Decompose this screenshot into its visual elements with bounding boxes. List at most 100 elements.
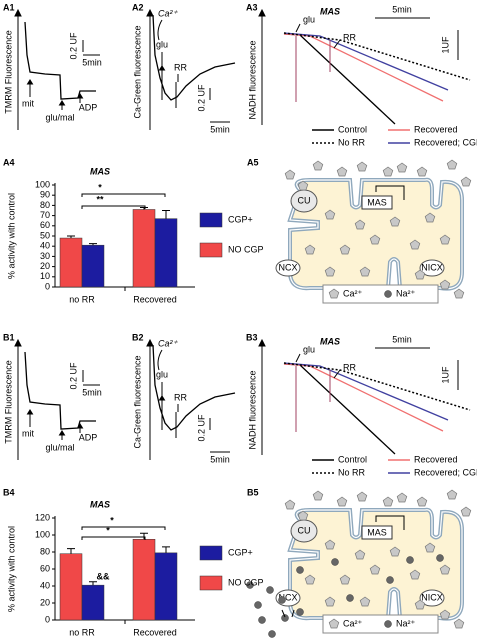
ca-ion bbox=[359, 266, 371, 277]
annotation: RR bbox=[343, 32, 356, 42]
mas-box bbox=[361, 525, 393, 540]
error-bar bbox=[89, 243, 97, 246]
annotation: glu bbox=[303, 14, 315, 24]
trace bbox=[283, 32, 449, 91]
na-ion bbox=[281, 614, 289, 622]
legend-label: Recovered bbox=[414, 124, 458, 134]
bar bbox=[59, 553, 83, 621]
annotation: * bbox=[110, 515, 114, 525]
legend-label: No RR bbox=[338, 137, 366, 147]
na-ion bbox=[246, 581, 254, 589]
significance-bracket bbox=[81, 193, 166, 197]
error-bar bbox=[140, 532, 148, 540]
y-tick-label: 100 bbox=[35, 179, 50, 189]
nicx-exchanger bbox=[419, 259, 445, 277]
panel-title: MAS bbox=[320, 336, 340, 346]
ca-ion bbox=[297, 510, 309, 521]
ca-ion bbox=[328, 618, 340, 629]
y-label: TMRM Fluorescence bbox=[3, 360, 13, 444]
na-ion bbox=[268, 630, 276, 638]
trace bbox=[283, 363, 444, 432]
na-ion bbox=[266, 586, 274, 594]
annotation: glu/mal bbox=[45, 442, 74, 452]
arrow bbox=[157, 349, 163, 371]
ca-ion bbox=[356, 161, 368, 172]
trace bbox=[283, 362, 449, 421]
annotation: * bbox=[98, 182, 102, 192]
trace bbox=[152, 14, 236, 101]
ca-ion bbox=[324, 539, 336, 550]
ca-ion bbox=[354, 549, 366, 560]
ca-ion bbox=[324, 596, 336, 607]
ncx-exchanger bbox=[275, 259, 301, 277]
annotation: mit bbox=[22, 98, 34, 108]
na-ion bbox=[384, 290, 392, 298]
ca-ion bbox=[439, 234, 451, 245]
annotation: glu/mal bbox=[45, 112, 74, 122]
trace bbox=[24, 351, 96, 430]
ca-ion bbox=[382, 496, 394, 507]
scale-label: 5min bbox=[82, 387, 102, 397]
annotation: RR bbox=[343, 362, 356, 372]
panel-label: A1 bbox=[3, 2, 15, 12]
na-ion bbox=[296, 608, 304, 616]
legend-label: NO CGP bbox=[228, 244, 264, 254]
annotation: glu bbox=[156, 369, 168, 379]
ca-ion bbox=[453, 618, 465, 629]
na-ion bbox=[346, 594, 354, 602]
bar bbox=[81, 244, 105, 288]
y-tick-label: 30 bbox=[40, 251, 50, 261]
chart-title: MAS bbox=[90, 166, 110, 176]
na-ion bbox=[278, 596, 286, 604]
diagram-label: NCX bbox=[278, 592, 297, 602]
arrow bbox=[333, 39, 341, 49]
na-ion bbox=[436, 554, 444, 562]
ca-ion bbox=[359, 596, 371, 607]
arrow-head bbox=[26, 409, 34, 415]
ca-ion bbox=[304, 574, 316, 585]
panel-label: A2 bbox=[132, 2, 144, 12]
bar bbox=[132, 539, 156, 621]
panel-label: A3 bbox=[246, 2, 258, 12]
nicx-exchanger bbox=[419, 589, 445, 607]
ca-ion bbox=[389, 546, 401, 557]
mas-box bbox=[361, 195, 393, 210]
scale-label: 5min bbox=[210, 124, 230, 134]
y-tick-label: 60 bbox=[40, 563, 50, 573]
arrow-head bbox=[158, 395, 166, 401]
axis-head bbox=[14, 338, 22, 347]
ca-ion bbox=[409, 569, 421, 580]
ca-ion bbox=[312, 490, 324, 501]
annotation: RR bbox=[174, 62, 187, 72]
ca-ion bbox=[446, 159, 458, 170]
panel-title: MAS bbox=[320, 6, 340, 16]
legend-label: No RR bbox=[338, 467, 366, 477]
legend-swatch bbox=[199, 575, 223, 591]
error-bar bbox=[140, 206, 148, 210]
arrow-head bbox=[58, 100, 66, 106]
ca-ion bbox=[328, 288, 340, 299]
ca-ion bbox=[369, 564, 381, 575]
ca-ion bbox=[446, 489, 458, 500]
arrow bbox=[295, 353, 301, 363]
legend-swatch bbox=[199, 242, 223, 258]
annotation: RR bbox=[174, 392, 187, 402]
legend-label: Ca²⁺ bbox=[343, 618, 363, 628]
annotation: ** bbox=[96, 194, 104, 204]
na-ion bbox=[406, 556, 414, 564]
arrow bbox=[281, 609, 295, 618]
ca-ion bbox=[356, 491, 368, 502]
annotation: mit bbox=[22, 428, 34, 438]
legend-label: Ca²⁺ bbox=[343, 288, 363, 298]
ca-ion bbox=[396, 492, 408, 503]
diagram-label: MAS bbox=[367, 197, 387, 207]
y-tick-label: 80 bbox=[40, 546, 50, 556]
legend-box bbox=[322, 284, 439, 304]
bar bbox=[81, 584, 105, 621]
scale-label: 0.2 UF bbox=[196, 414, 206, 442]
legend-label: NO CGP bbox=[228, 577, 264, 587]
y-tick-label: 80 bbox=[40, 200, 50, 210]
ca-ion bbox=[297, 180, 309, 191]
y-tick-label: 20 bbox=[40, 261, 50, 271]
trace bbox=[152, 344, 236, 431]
